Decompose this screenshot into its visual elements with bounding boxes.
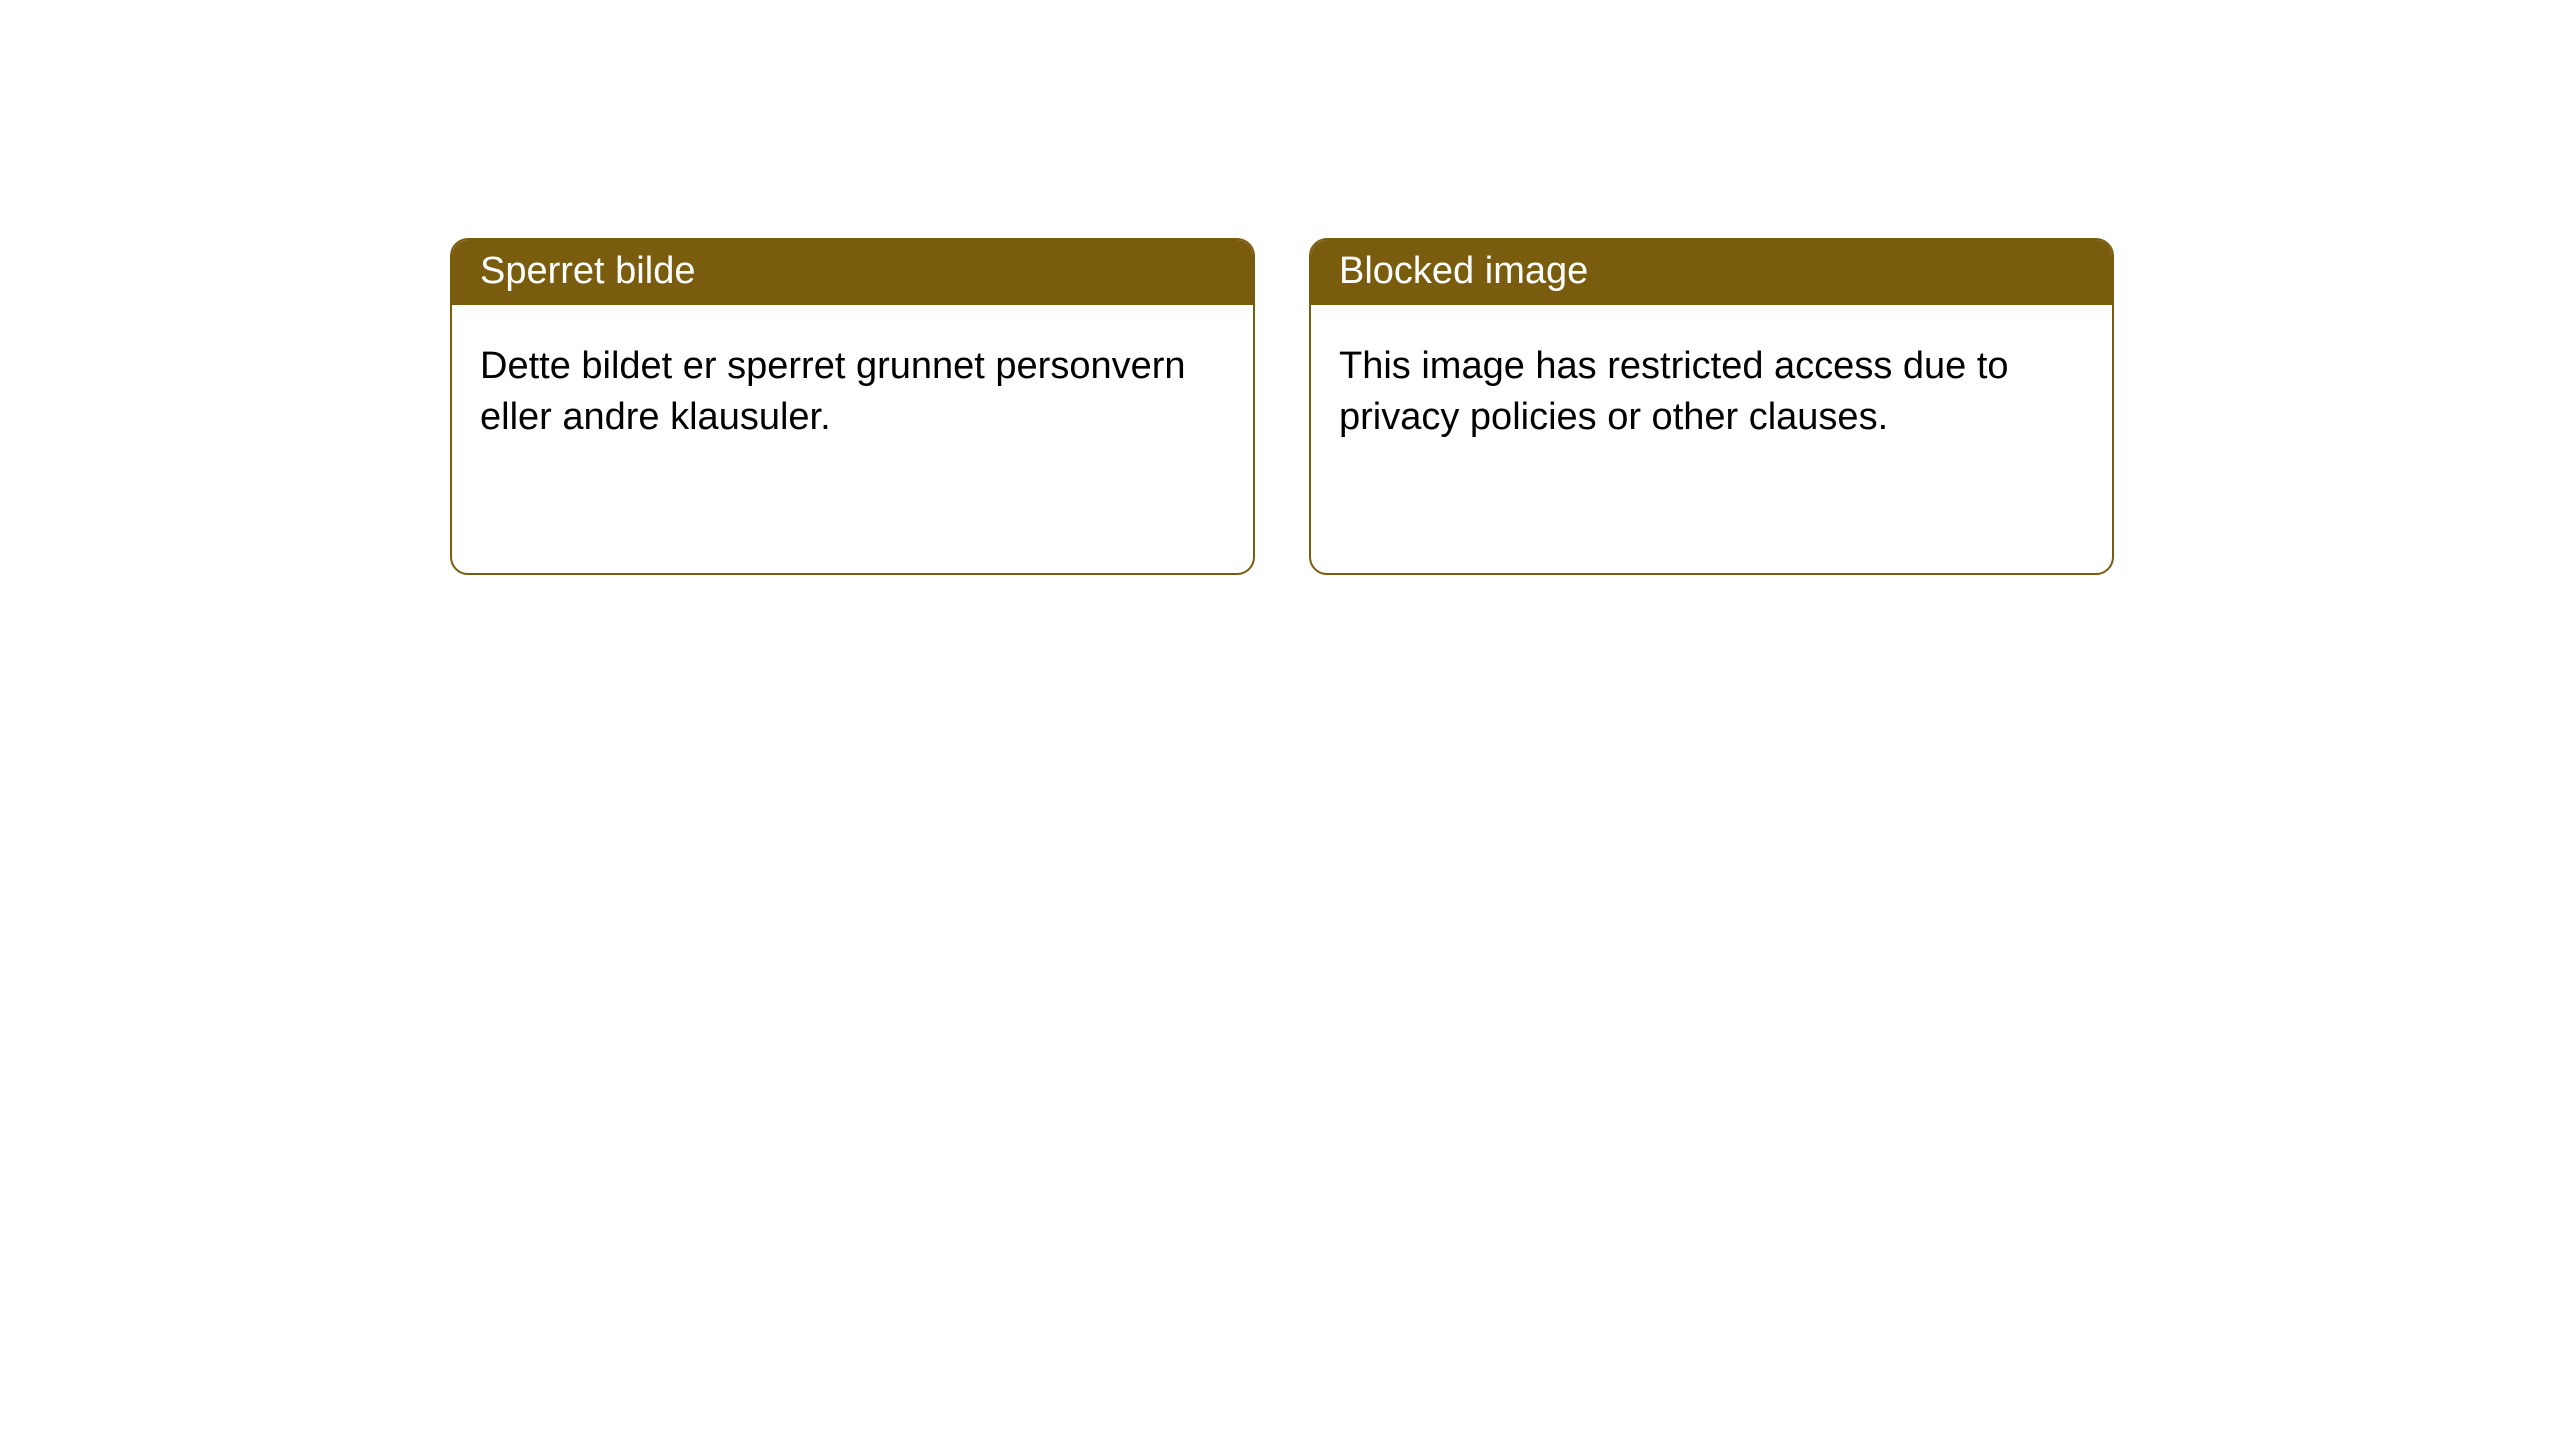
card-title: Sperret bilde	[480, 250, 695, 292]
card-body-text: This image has restricted access due to …	[1339, 345, 2009, 438]
card-title: Blocked image	[1339, 250, 1588, 292]
card-header: Blocked image	[1311, 240, 2112, 305]
card-header: Sperret bilde	[452, 240, 1253, 305]
card-body-text: Dette bildet er sperret grunnet personve…	[480, 345, 1186, 438]
card-body: This image has restricted access due to …	[1311, 305, 2112, 480]
notice-card-container: Sperret bilde Dette bildet er sperret gr…	[0, 0, 2560, 575]
notice-card-english: Blocked image This image has restricted …	[1309, 238, 2114, 575]
card-body: Dette bildet er sperret grunnet personve…	[452, 305, 1253, 480]
notice-card-norwegian: Sperret bilde Dette bildet er sperret gr…	[450, 238, 1255, 575]
